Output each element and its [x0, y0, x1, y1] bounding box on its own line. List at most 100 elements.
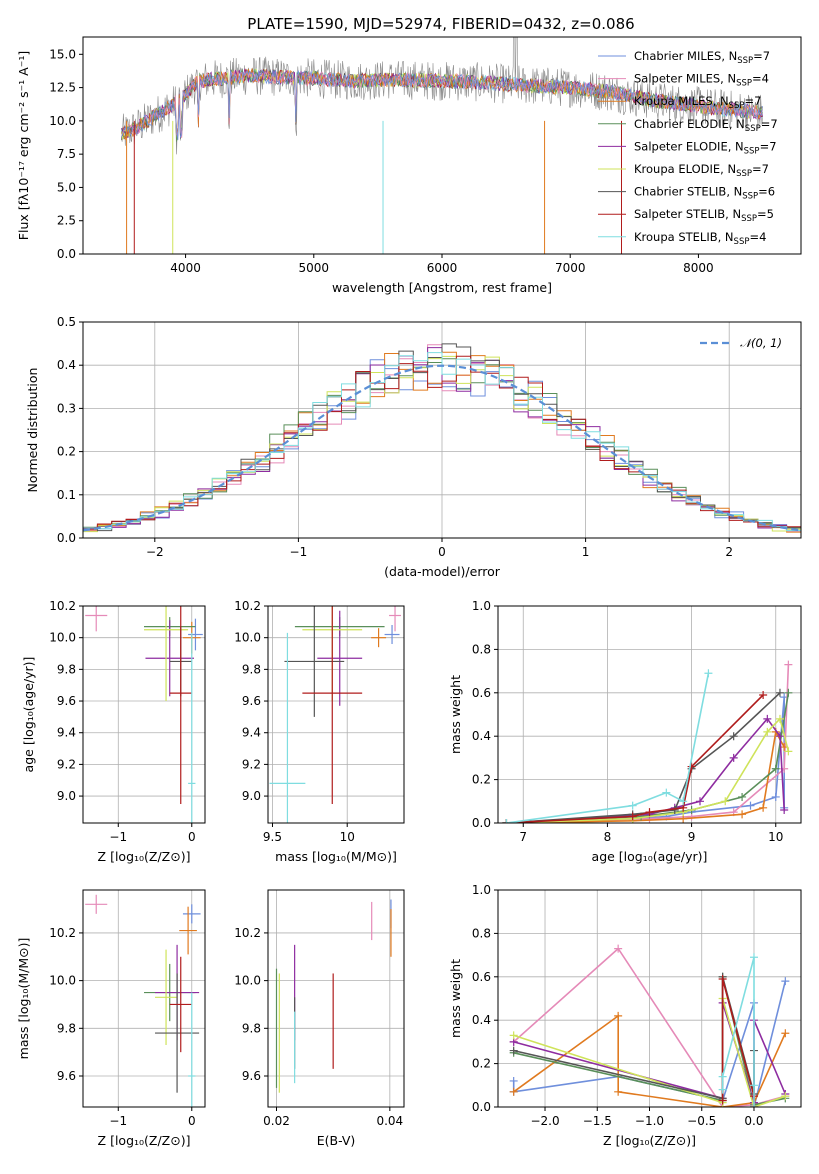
x-axis-label: Z [log₁₀(Z/Z⊙)]: [603, 1133, 696, 1148]
errorbar-kroupa-miles: [371, 628, 387, 648]
y-axis-label: Normed distribution: [25, 368, 40, 493]
y-tick-label: 9.4: [57, 726, 76, 740]
y-tick-label: 0.2: [472, 1057, 491, 1071]
y-tick-label: 9.6: [57, 694, 76, 708]
y-tick-label: 10.0: [49, 114, 76, 128]
y-tick-label: 0.8: [472, 926, 491, 940]
plot-area: [83, 343, 801, 533]
weight-series-salpeter-miles: [502, 660, 793, 823]
y-tick-label: 9.0: [242, 789, 261, 803]
y-tick-label: 0.0: [57, 531, 76, 545]
weight-marker: [784, 660, 793, 669]
weight-marker: [781, 1092, 790, 1101]
y-tick-label: 10.0: [234, 974, 261, 988]
weight-marker: [759, 690, 768, 699]
errorbar-kroupa-miles: [179, 906, 197, 955]
errorbar-salpeter-stelib: [169, 606, 192, 804]
weight-line: [506, 717, 790, 823]
weight-marker: [749, 1103, 758, 1107]
weight-marker: [509, 1031, 518, 1040]
weight-marker: [729, 732, 738, 741]
errorbar-kroupa-elodie: [144, 606, 189, 702]
y-tick-label: 5.0: [57, 180, 76, 194]
x-tick-label: −1.5: [583, 1114, 612, 1128]
weight-line: [506, 692, 781, 823]
y-tick-label: 10.0: [234, 631, 261, 645]
weight-marker: [718, 974, 727, 983]
axes-frame: −2 −1 0 1 2 0.0 0.1 0.2 0.3 0.4 0.5 (data-model)/er…: [25, 315, 802, 579]
y-tick-label: 1.0: [472, 599, 491, 613]
y-tick-label: 2.5: [57, 214, 76, 228]
y-tick-label: 0.2: [472, 773, 491, 787]
weight-line: [506, 694, 764, 823]
x-axis-label: wavelength [Angstrom, rest frame]: [332, 280, 552, 295]
weight-series-kroupa-stelib: [502, 669, 713, 823]
x-tick-label: −1: [109, 1114, 127, 1128]
y-axis-label: age [log₁₀(age/yr)]: [21, 657, 36, 773]
mass-vs-metallicity-panel: −1 0 9.6 9.8 10.0 10.2 Z [log₁₀(Z/Z⊙)] mass [lo…: [16, 889, 206, 1148]
spectrum-panel: 4000 5000 6000 7000 8000 0.0 2.5 5.0 7.5 10.0 12.5…: [16, 36, 802, 295]
y-tick-label: 9.8: [57, 1021, 76, 1035]
weight-marker: [749, 1081, 758, 1090]
x-tick-label: 7: [519, 830, 527, 844]
y-tick-label: 0.2: [57, 445, 76, 459]
weight-marker: [662, 788, 671, 797]
x-tick-label: −2: [146, 545, 164, 559]
x-tick-label: 9: [688, 830, 696, 844]
y-axis-label: mass weight: [448, 959, 463, 1038]
axes-frame: 7 8 9 10 0.0 0.2 0.4 0.6 0.8 1.0 age [log₁₀(age/yr…: [448, 599, 802, 864]
y-tick-label: 9.2: [242, 757, 261, 771]
errorbar-salpeter-miles: [85, 606, 108, 632]
y-tick-label: 0.4: [472, 729, 491, 743]
weight-line: [506, 729, 785, 823]
x-tick-label: −1: [290, 545, 308, 559]
y-tick-label: 0.0: [472, 1100, 491, 1114]
y-tick-label: 10.0: [49, 631, 76, 645]
weight-series-kroupa-stelib: [718, 953, 758, 1107]
y-tick-label: 0.5: [57, 315, 76, 329]
axes-frame: 9.5 10 9.0 9.2 9.4 9.6 9.8 10.0 10.2 mass [log₁₀(…: [234, 599, 405, 864]
weight-vs-age-panel: 7 8 9 10 0.0 0.2 0.4 0.6 0.8 1.0 age [log₁₀(age/yr…: [448, 599, 802, 864]
errorbar-kroupa-stelib: [188, 992, 196, 1107]
weight-marker: [696, 797, 704, 806]
y-tick-label: 1.0: [472, 883, 491, 897]
weight-marker: [763, 727, 772, 736]
weight-marker: [509, 1076, 518, 1085]
errorbar-salpeter-elodie: [317, 610, 363, 706]
age-vs-metallicity-panel: −1 0 9.0 9.2 9.4 9.6 9.8 10.0 10.2 Z [log₁₀(Z/Z⊙)…: [21, 599, 206, 864]
x-axis-label: age [log₁₀(age/yr)]: [592, 849, 708, 864]
errorbar-salpeter-elodie: [145, 620, 194, 697]
weight-marker: [781, 977, 790, 986]
x-tick-label: 0.04: [376, 1114, 403, 1128]
y-axis-label: mass [log₁₀(M/M⊙)]: [16, 938, 31, 1060]
y-tick-label: 9.0: [57, 789, 76, 803]
errorbar-chabrier-miles: [384, 625, 400, 645]
x-tick-label: 0.0: [744, 1114, 763, 1128]
y-tick-label: 10.2: [234, 926, 261, 940]
weight-marker: [687, 762, 696, 771]
y-tick-label: 9.6: [242, 1069, 261, 1083]
x-tick-label: −2.0: [530, 1114, 559, 1128]
weight-marker: [502, 819, 511, 823]
x-tick-label: 10: [768, 830, 783, 844]
axes-frame: −1 0 9.0 9.2 9.4 9.6 9.8 10.0 10.2 Z [log₁₀(Z/Z⊙)…: [21, 599, 206, 864]
errorbar-kroupa-stelib: [188, 632, 196, 823]
plot-area: [121, 37, 763, 254]
weight-marker: [729, 753, 738, 762]
mass-vs-ebv-panel: 0.02 0.04 9.6 9.8 10.0 10.2 E(B-V): [234, 889, 405, 1148]
plot-area: [509, 944, 790, 1107]
weight-marker: [718, 1096, 727, 1105]
weight-vs-metallicity-panel: −2.0 −1.5 −1.0 −0.5 0.0 0.0 0.2 0.4 0.6 0.8 1.0 Z […: [448, 883, 802, 1148]
weight-line: [513, 1014, 787, 1107]
x-tick-label: −1: [109, 830, 127, 844]
weight-marker: [704, 669, 713, 678]
y-tick-label: 9.8: [242, 662, 261, 676]
weight-line: [506, 717, 785, 823]
x-tick-label: 0: [188, 830, 196, 844]
y-tick-label: 0.4: [57, 358, 76, 372]
y-tick-label: 0.6: [472, 970, 491, 984]
x-axis-label: (data-model)/error: [384, 564, 501, 579]
y-tick-label: 9.6: [242, 694, 261, 708]
plot-area: [502, 660, 793, 823]
weight-marker: [746, 801, 755, 810]
